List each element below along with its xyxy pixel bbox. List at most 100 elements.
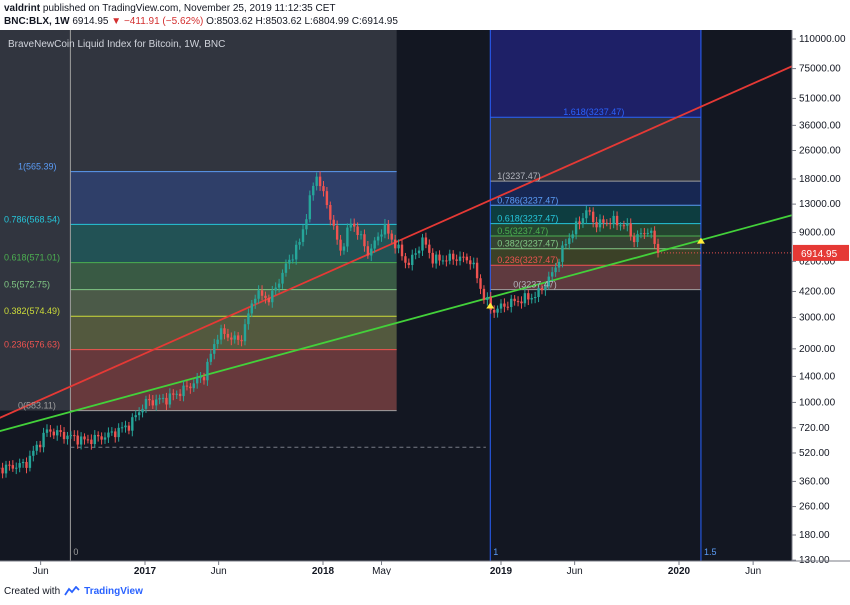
candle-body xyxy=(11,465,15,469)
candle-body xyxy=(66,435,69,440)
fib-zone xyxy=(70,262,397,290)
candle-body xyxy=(107,432,110,438)
chart-area[interactable]: 1(565.39) 0.786(568.54) 0.618(571.01) 0.5(5… xyxy=(0,30,850,577)
candle-body xyxy=(428,244,431,253)
candle-body xyxy=(96,434,100,437)
candle-body xyxy=(656,243,660,253)
candle-body xyxy=(516,301,520,303)
candle-body xyxy=(277,283,281,288)
candle-body xyxy=(185,385,189,387)
candle-body xyxy=(298,241,301,245)
fib-level-label: 0.5(3237.47) xyxy=(497,226,548,236)
candle-body xyxy=(469,260,472,265)
candle-body xyxy=(574,221,578,235)
support-trendline xyxy=(0,214,792,433)
tradingview-brand[interactable]: TradingView xyxy=(84,586,143,597)
candle-body xyxy=(257,290,260,299)
price-chart[interactable]: 1(565.39) 0.786(568.54) 0.618(571.01) 0.5(5… xyxy=(0,30,850,577)
candle-body xyxy=(650,230,653,233)
fib-level-label: 0.786(568.54) xyxy=(4,214,60,224)
y-axis-tick-label: 26000.00 xyxy=(799,146,841,157)
candle-body xyxy=(547,276,550,287)
candle-body xyxy=(182,385,185,397)
candle-body xyxy=(79,436,83,445)
candle-body xyxy=(49,429,52,432)
candle-body xyxy=(629,223,632,237)
candle-body xyxy=(178,393,182,397)
candle-body xyxy=(373,240,376,249)
candle-body xyxy=(622,225,626,227)
candle-body xyxy=(356,226,359,236)
candle-body xyxy=(172,393,175,395)
fib-level-label: 0.618(3237.47) xyxy=(497,214,558,224)
last-price-badge xyxy=(793,244,849,261)
plot-layer xyxy=(0,30,792,561)
candle-body xyxy=(151,400,155,406)
candle-body xyxy=(417,250,421,254)
candle-body xyxy=(110,431,114,433)
author-name[interactable]: valdrint xyxy=(4,3,41,14)
candle-body xyxy=(127,425,131,431)
fib-level-label: 0.236(3237.47) xyxy=(497,255,558,265)
fib-zone xyxy=(490,248,701,266)
y-axis-tick-label: 18000.00 xyxy=(799,174,841,185)
candle-body xyxy=(561,245,564,262)
candle-body xyxy=(643,233,646,235)
candle-body xyxy=(503,303,506,307)
candle-body xyxy=(632,236,636,243)
candle-body xyxy=(137,412,141,416)
candle-body xyxy=(557,261,561,268)
price-change: −411.91 (−5.62%) xyxy=(123,16,204,27)
candle-body xyxy=(551,272,554,277)
candle-body xyxy=(124,425,127,428)
candle-body xyxy=(76,435,79,445)
candle-body xyxy=(376,236,380,241)
x-axis-tick-label: Jun xyxy=(567,566,583,575)
candle-body xyxy=(165,397,168,405)
symbol-label: BNC:BLX, 1W xyxy=(4,16,70,27)
candle-body xyxy=(397,244,400,249)
tradingview-logo-icon xyxy=(64,586,80,596)
candle-body xyxy=(86,439,90,441)
candle-body xyxy=(35,444,38,451)
candle-body xyxy=(595,222,598,228)
candle-body xyxy=(83,436,86,440)
candle-body xyxy=(213,344,216,354)
candle-body xyxy=(21,461,25,464)
fib-level-label: 1(565.39) xyxy=(18,162,57,172)
fib-upper-grey-zone xyxy=(490,117,701,182)
candle-body xyxy=(216,339,219,345)
candle-body xyxy=(564,244,568,246)
ohlc-values: O:8503.62 H:8503.62 L:6804.99 C:6914.95 xyxy=(206,16,398,27)
candle-body xyxy=(411,254,414,265)
candle-body xyxy=(653,230,656,244)
time-fib-label: 0 xyxy=(73,547,78,557)
candle-body xyxy=(301,229,305,242)
x-axis-tick-label: 2020 xyxy=(668,566,691,575)
candle-body xyxy=(155,399,158,406)
candle-body xyxy=(585,210,588,219)
candle-body xyxy=(4,464,8,474)
y-axis-tick-label: 51000.00 xyxy=(799,93,841,104)
candle-body xyxy=(513,298,516,302)
chart-title: BraveNewCoin Liquid Index for Bitcoin, 1… xyxy=(8,39,225,50)
candle-body xyxy=(609,223,612,225)
y-axis-tick-label: 4200.00 xyxy=(799,286,836,297)
candle-body xyxy=(339,239,342,251)
candle-body xyxy=(571,234,574,239)
y-axis-tick-label: 13000.00 xyxy=(799,199,841,210)
resistance-trendline xyxy=(0,65,792,419)
candle-body xyxy=(346,227,349,247)
candle-body xyxy=(274,287,277,291)
candle-body xyxy=(591,211,595,223)
fib-level-label: 0(583.11) xyxy=(18,401,56,411)
candle-body xyxy=(434,254,438,264)
candle-body xyxy=(18,463,21,468)
candle-body xyxy=(267,298,271,303)
candle-body xyxy=(523,293,527,304)
candle-body xyxy=(322,186,325,192)
candle-body xyxy=(370,248,373,256)
candle-body xyxy=(393,239,397,249)
candle-body xyxy=(598,219,602,228)
candle-body xyxy=(424,237,428,245)
